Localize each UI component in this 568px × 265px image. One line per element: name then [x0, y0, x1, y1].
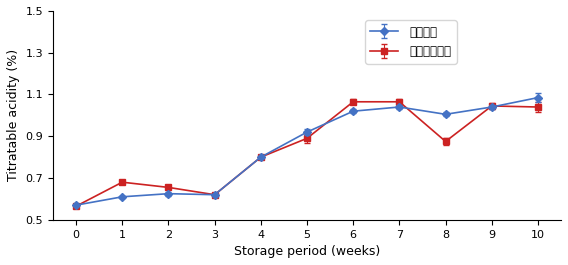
Legend: 대조용기, 사출개발용기: 대조용기, 사출개발용기 [365, 20, 457, 64]
Y-axis label: Titratable acidity (%): Titratable acidity (%) [7, 49, 20, 182]
X-axis label: Storage period (weeks): Storage period (weeks) [234, 245, 380, 258]
